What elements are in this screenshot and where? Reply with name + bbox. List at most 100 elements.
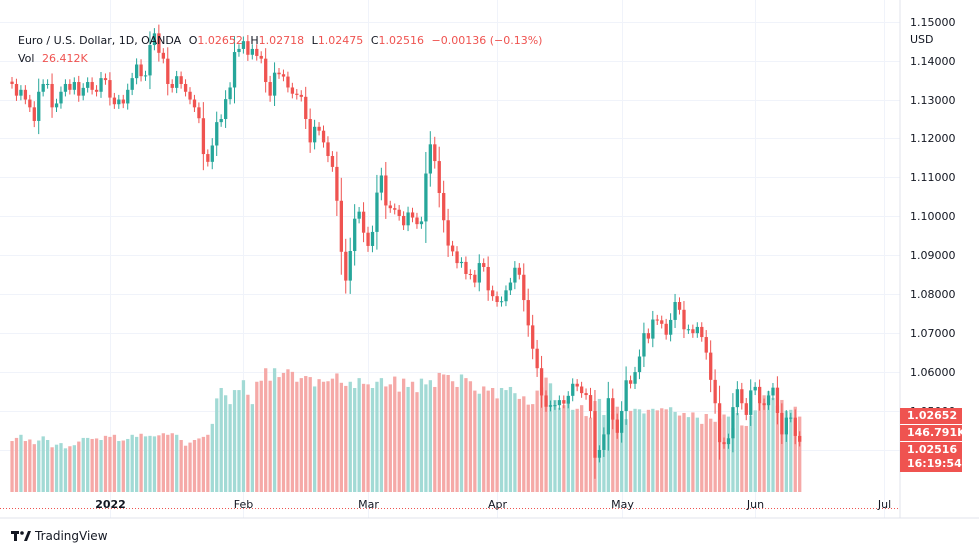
volume-bar xyxy=(477,393,481,492)
time-tick-label: Mar xyxy=(358,498,379,511)
volume-bar xyxy=(237,390,241,492)
price-tick-label: 1.09000 xyxy=(910,248,956,262)
high-value: 1.02718 xyxy=(258,34,305,47)
volume-bar xyxy=(691,412,695,492)
volume-bar xyxy=(108,436,112,492)
candle-body xyxy=(775,387,780,413)
candle-body xyxy=(437,161,441,193)
volume-bar xyxy=(326,381,330,492)
volume-bar xyxy=(584,416,588,492)
candle-body xyxy=(646,333,651,339)
volume-bar xyxy=(548,383,553,492)
volume-bar xyxy=(713,421,717,492)
volume-bar xyxy=(753,410,757,492)
volume-legend: Vol 26.412K xyxy=(18,52,88,65)
volume-bar xyxy=(402,378,406,492)
volume-bar xyxy=(299,378,303,492)
candle-body xyxy=(637,356,642,373)
price-tick-label: 1.11000 xyxy=(910,170,956,184)
volume-bar xyxy=(468,381,473,492)
candle-body xyxy=(130,78,134,90)
open-value: 1.02652 xyxy=(197,34,243,47)
candle-body xyxy=(682,309,686,330)
time-tick-label: May xyxy=(611,498,634,511)
volume-bar xyxy=(450,381,455,492)
candle-body xyxy=(157,33,161,53)
candle-body xyxy=(121,99,125,104)
volume-bar xyxy=(424,384,428,492)
candle-body xyxy=(722,442,726,445)
volume-bar xyxy=(23,441,28,492)
close-label: C xyxy=(370,34,379,47)
candle-body xyxy=(299,94,303,97)
candle-body xyxy=(379,175,384,193)
time-tick-label: Feb xyxy=(233,498,254,511)
candle-body xyxy=(597,449,602,458)
candle-body xyxy=(348,251,352,281)
candle-body xyxy=(357,211,361,219)
volume-bar xyxy=(482,386,486,492)
candle-body xyxy=(740,389,744,404)
candle-body xyxy=(77,82,81,96)
time-tick-label: Apr xyxy=(487,498,508,511)
volume-bar xyxy=(700,423,704,492)
volume-bar xyxy=(170,433,174,492)
candle-body xyxy=(175,76,179,88)
volume-bar xyxy=(682,412,686,492)
volume-bar xyxy=(192,440,197,492)
volume-bar xyxy=(28,439,32,492)
volume-bar xyxy=(68,446,72,492)
volume-bar xyxy=(473,390,477,492)
candle-body xyxy=(780,412,784,435)
volume-label[interactable]: Vol xyxy=(18,52,35,65)
candle-body xyxy=(673,302,677,320)
volume-bar xyxy=(388,384,392,492)
volume-bar xyxy=(10,441,14,492)
tradingview-logo[interactable]: TradingView xyxy=(11,529,108,543)
volume-bar xyxy=(90,438,94,492)
volume-bar xyxy=(370,388,375,492)
candle-body xyxy=(366,232,370,246)
candle-body xyxy=(241,41,246,49)
volume-bar xyxy=(544,377,548,492)
candle-body xyxy=(313,126,317,143)
symbol-title[interactable]: Euro / U.S. Dollar, 1D, OANDA xyxy=(18,34,182,47)
candle-body xyxy=(126,89,130,104)
candle-body xyxy=(477,263,481,283)
volume-bar xyxy=(290,371,295,492)
volume-bar xyxy=(749,415,753,492)
candle-body xyxy=(620,411,624,433)
volume-bar xyxy=(77,441,81,492)
candle-body xyxy=(183,83,188,92)
volume-bar xyxy=(499,388,504,492)
candle-body xyxy=(651,319,655,339)
change-value: −0.00136 (−0.13%) xyxy=(431,34,543,47)
volume-bar xyxy=(348,381,352,492)
volume-bar xyxy=(366,384,370,492)
candle-body xyxy=(72,82,76,90)
volume-bar xyxy=(513,393,517,492)
candle-body xyxy=(499,301,504,303)
volume-bar xyxy=(286,369,290,492)
candle-body xyxy=(339,200,343,252)
candle-body xyxy=(246,41,250,55)
volume-bar xyxy=(526,404,530,492)
candle-body xyxy=(10,81,14,84)
volume-bar xyxy=(117,441,121,492)
candle-body xyxy=(424,173,428,222)
volume-bar xyxy=(459,374,464,492)
candle-body xyxy=(446,220,450,246)
price-tick-label: 1.08000 xyxy=(910,287,956,301)
candle-body xyxy=(264,58,268,83)
price-tick-label: 1.07000 xyxy=(910,326,956,340)
volume-bar xyxy=(780,399,784,492)
volume-bar xyxy=(410,381,415,492)
candle-body xyxy=(459,261,464,264)
volume-bar xyxy=(206,434,210,492)
volume-bar xyxy=(50,447,54,492)
candle-body xyxy=(566,395,570,404)
volume-tag: 146.791K xyxy=(900,425,966,441)
candle-body xyxy=(295,93,299,95)
volume-bar xyxy=(419,378,424,492)
